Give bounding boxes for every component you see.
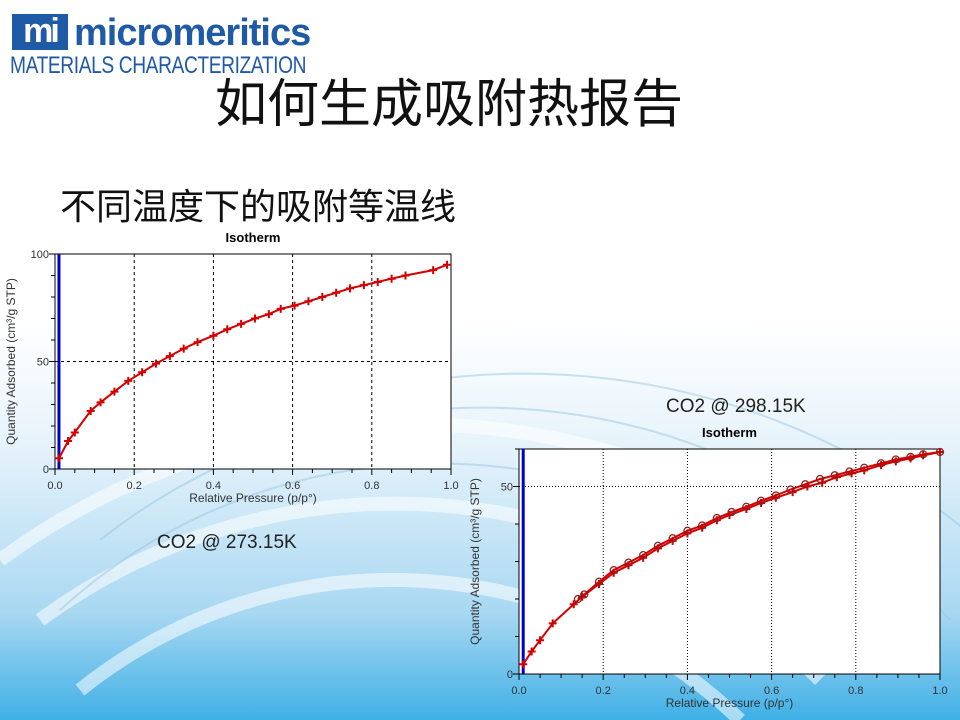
data-point-circle: [580, 590, 589, 599]
x-tick-label: 0.8: [848, 685, 863, 697]
data-point-circle: [609, 565, 618, 575]
data-point-cross: [346, 284, 355, 293]
data-point-circle: [624, 558, 633, 567]
data-point-circle: [742, 502, 751, 511]
data-point-circle: [573, 594, 583, 604]
data-point-cross: [237, 319, 246, 328]
x-tick-label: 0.8: [364, 480, 379, 492]
data-point-cross: [70, 428, 79, 437]
data-point-cross: [569, 600, 578, 609]
y-tick-label: 100: [31, 249, 49, 261]
data-point-circle: [876, 459, 886, 468]
data-point-circle: [697, 521, 707, 530]
y-tick-label: 50: [37, 357, 49, 369]
data-point-cross: [304, 297, 313, 306]
data-point-cross: [527, 647, 536, 656]
logo-mark: mi: [12, 14, 68, 50]
slide-title: 如何生成吸附热报告: [215, 75, 684, 135]
data-point-cross: [193, 338, 202, 347]
y-axis-label: Quantity Adsorbed (cm³/g STP): [4, 278, 18, 445]
data-point-cross: [264, 310, 273, 319]
data-point-cross: [318, 293, 327, 301]
data-point-cross: [151, 359, 160, 368]
data-point-circle: [906, 452, 915, 462]
x-tick-label: 0.4: [680, 685, 695, 697]
data-point-cross: [96, 398, 105, 407]
logo-brand: micromeritics: [74, 12, 311, 54]
data-point-circle: [919, 450, 928, 459]
data-point-cross: [124, 376, 133, 385]
x-tick-label: 1.0: [932, 685, 947, 697]
data-point-cross: [179, 344, 188, 353]
data-point-circle: [860, 463, 869, 472]
data-point-circle: [935, 447, 945, 457]
data-point-cross: [223, 325, 232, 334]
x-tick-label: 1.0: [443, 480, 458, 492]
x-tick-label: 0.0: [47, 480, 62, 492]
data-point-circle: [771, 491, 780, 500]
data-point-circle: [786, 485, 795, 494]
data-point-circle: [668, 534, 677, 543]
data-point-circle: [712, 513, 722, 523]
data-point-circle: [727, 507, 736, 517]
data-point-circle: [815, 474, 825, 484]
data-point-cross: [429, 266, 438, 275]
data-point-cross: [110, 387, 119, 396]
x-tick-label: 0.4: [206, 480, 221, 492]
data-point-circle: [639, 550, 648, 560]
data-point-cross: [290, 301, 299, 310]
data-point-cross: [64, 437, 73, 446]
logo-tagline: MATERIALS CHARACTERIZATION: [10, 52, 307, 79]
x-tick-label: 0.0: [511, 685, 526, 697]
data-point-circle: [683, 526, 692, 535]
data-point-circle: [756, 496, 766, 505]
data-point-circle: [845, 467, 854, 476]
x-axis-label: Relative Pressure (p/p°): [666, 696, 794, 710]
data-point-cross: [401, 271, 410, 280]
data-point-cross: [519, 660, 528, 669]
data-point-cross: [548, 619, 557, 628]
data-point-cross: [138, 368, 147, 377]
data-point-circle: [653, 541, 663, 550]
x-tick-label: 0.2: [127, 480, 142, 492]
y-tick-label: 50: [501, 482, 513, 494]
data-point-cross: [359, 281, 368, 290]
x-tick-label: 0.6: [285, 480, 300, 492]
data-point-cross: [250, 314, 259, 323]
data-point-cross: [443, 260, 452, 269]
slide-subtitle: 不同温度下的吸附等温线: [60, 187, 457, 228]
chart-caption-298k: CO2 @ 298.15K: [666, 396, 806, 417]
x-tick-label: 0.2: [596, 685, 611, 697]
data-point-cross: [86, 406, 95, 415]
y-tick-label: 0: [43, 464, 49, 476]
data-point-cross: [332, 288, 341, 297]
x-axis-label: Relative Pressure (p/p°): [189, 491, 317, 505]
chart-title: Isotherm: [226, 230, 281, 245]
plot-area: [518, 448, 941, 675]
data-point-cross: [209, 331, 218, 340]
y-axis-label: Quantity Adsorbed (cm³/g STP): [468, 478, 482, 645]
data-point-cross: [276, 304, 285, 313]
data-point-cross: [373, 277, 382, 286]
data-point-cross: [54, 454, 63, 463]
x-tick-label: 0.6: [764, 685, 779, 697]
y-tick-label: 0: [507, 669, 513, 681]
data-point-cross: [165, 352, 174, 361]
data-point-circle: [830, 471, 839, 480]
data-point-circle: [594, 577, 604, 586]
data-point-circle: [891, 455, 900, 464]
chart-title: Isotherm: [702, 425, 757, 440]
data-point-cross: [387, 274, 396, 283]
series-line: [577, 451, 941, 600]
data-point-circle: [801, 480, 810, 489]
data-point-cross: [536, 636, 545, 645]
chart-caption-273k: CO2 @ 273.15K: [157, 532, 297, 553]
